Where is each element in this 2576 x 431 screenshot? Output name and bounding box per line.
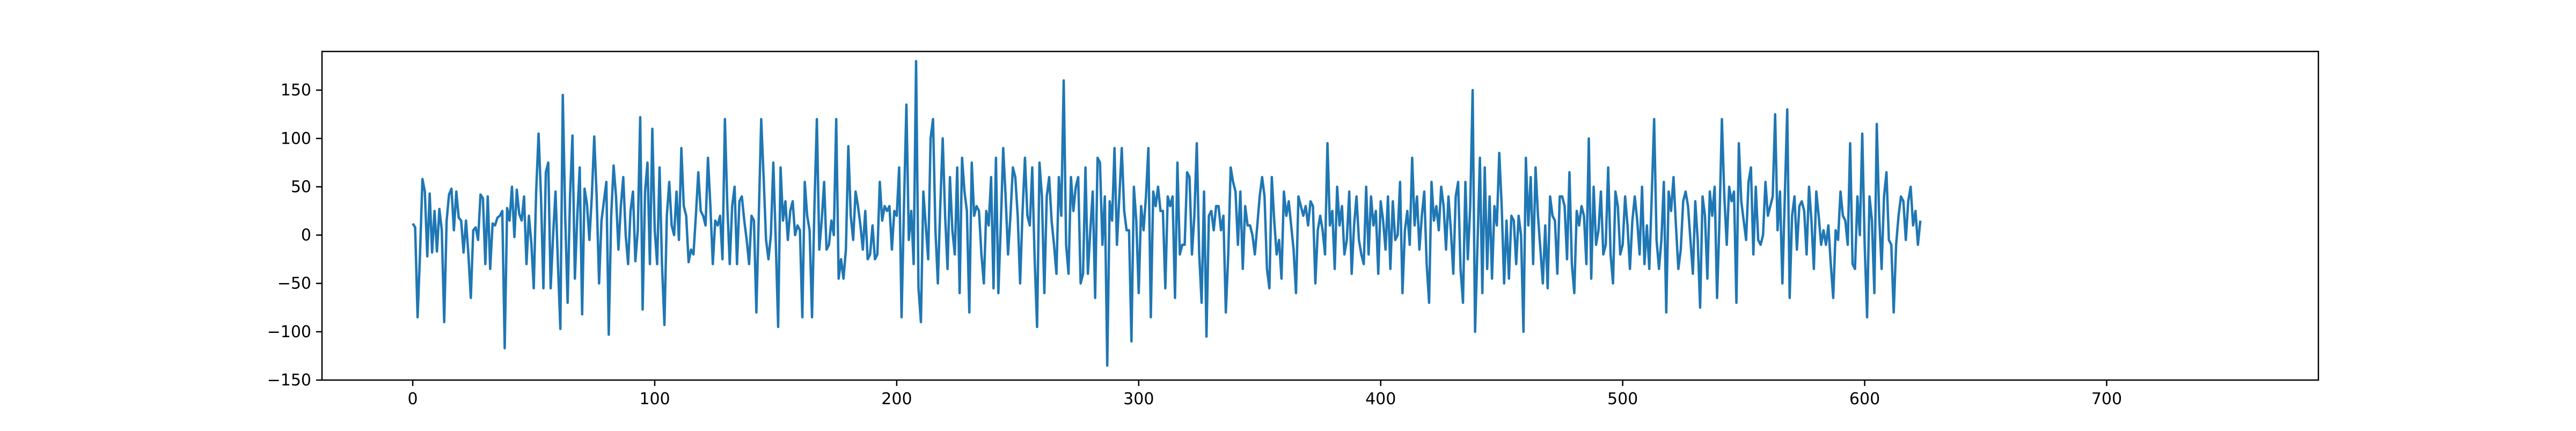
y-tick-label: −100 (267, 323, 311, 341)
x-tick-label: 700 (2091, 390, 2122, 408)
y-tick-label: 50 (291, 177, 311, 196)
y-tick-label: 150 (281, 81, 311, 100)
x-tick-label: 400 (1365, 390, 1396, 408)
y-tick-label: −150 (267, 371, 311, 390)
x-tick-label: 500 (1607, 390, 1638, 408)
x-tick-label: 100 (639, 390, 670, 408)
plot-frame (321, 50, 2319, 381)
y-axis: −150 −100 −50 0 50 100 150 (267, 81, 322, 390)
series-line-0 (412, 60, 1922, 367)
plot-area (321, 50, 2319, 381)
x-tick-label: 200 (881, 390, 912, 408)
x-tick-label: 300 (1123, 390, 1154, 408)
y-tick-label: 100 (281, 129, 311, 148)
x-axis: 0 100 200 300 400 500 600 700 (408, 380, 2122, 408)
y-tick-label: −50 (277, 274, 311, 293)
y-tick-label: 0 (301, 226, 311, 245)
x-tick-label: 600 (1849, 390, 1880, 408)
x-tick-label: 0 (408, 390, 418, 408)
